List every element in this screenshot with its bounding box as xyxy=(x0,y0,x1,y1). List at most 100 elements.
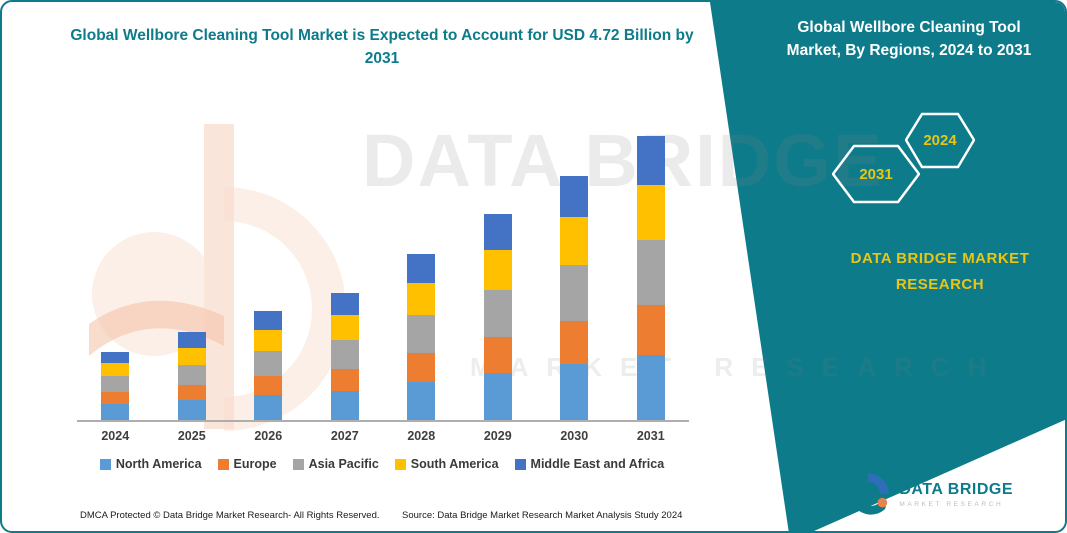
x-axis-label: 2028 xyxy=(407,429,436,443)
bar-segment-asia-pacific xyxy=(483,290,512,337)
bar-segment-south-america xyxy=(177,348,206,365)
bar-column-2025 xyxy=(154,332,231,420)
stacked-bar-2024 xyxy=(101,352,130,420)
bar-segment-europe xyxy=(560,321,589,364)
bar-segment-south-america xyxy=(330,315,359,340)
bar-segment-asia-pacific xyxy=(330,340,359,369)
footer-dmca-text: DMCA Protected © Data Bridge Market Rese… xyxy=(80,510,380,521)
brand-wordmark: DATA BRIDGE MARKET RESEARCH xyxy=(850,250,1030,293)
company-logo: DATA BRIDGE MARKET RESEARCH xyxy=(845,471,1013,517)
logo-swirl-icon xyxy=(850,473,889,515)
stacked-bar-2028 xyxy=(407,254,436,420)
stacked-bar-2027 xyxy=(330,293,359,420)
legend-swatch xyxy=(394,458,406,470)
x-axis-label: 2027 xyxy=(330,429,359,443)
hexagon-year-label: 2031 xyxy=(859,165,893,183)
legend-item: Middle East and Africa xyxy=(514,457,665,471)
bar-column-2031 xyxy=(613,136,690,420)
bar-segment-middle-east-and-africa xyxy=(330,293,359,315)
bar-segment-middle-east-and-africa xyxy=(254,311,283,330)
page-title: Global Wellbore Cleaning Tool Market is … xyxy=(70,27,694,68)
bar-segment-asia-pacific xyxy=(177,365,206,385)
bar-segment-middle-east-and-africa xyxy=(636,136,665,185)
bar-segment-south-america xyxy=(560,217,589,265)
bar-segment-asia-pacific xyxy=(254,351,283,376)
bar-column-2029 xyxy=(460,214,537,420)
logo-tagline: MARKET RESEARCH xyxy=(899,500,1004,508)
x-axis-label: 2030 xyxy=(560,429,589,443)
legend-label: Middle East and Africa xyxy=(530,457,665,471)
bar-segment-north-america xyxy=(560,364,589,420)
bar-segment-europe xyxy=(483,337,512,373)
hexagon-outline-icon xyxy=(904,112,976,169)
legend-swatch xyxy=(292,458,304,470)
bar-segment-north-america xyxy=(483,373,512,420)
bar-segment-south-america xyxy=(101,363,130,376)
stacked-bar-2031 xyxy=(636,136,665,420)
legend-swatch xyxy=(217,458,229,470)
legend-item: North America xyxy=(99,457,202,471)
legend-label: Asia Pacific xyxy=(308,457,379,471)
bar-segment-asia-pacific xyxy=(407,315,436,353)
hexagon-2024: 2024 xyxy=(904,112,976,169)
bar-segment-asia-pacific xyxy=(101,376,130,392)
legend: North America Europe Asia Pacific South Ame… xyxy=(57,457,707,471)
bar-segment-europe xyxy=(254,376,283,395)
bar-segment-europe xyxy=(177,385,206,400)
stacked-bar-2026 xyxy=(254,311,283,420)
bar-segment-europe xyxy=(636,305,665,355)
legend-label: South America xyxy=(410,457,499,471)
bar-segment-south-america xyxy=(407,283,436,315)
bar-segment-north-america xyxy=(177,400,206,420)
bar-column-2030 xyxy=(536,176,613,420)
bar-segment-middle-east-and-africa xyxy=(407,254,436,283)
hexagon-outline-icon xyxy=(831,144,921,204)
legend-swatch xyxy=(99,458,111,470)
bar-segment-south-america xyxy=(483,250,512,290)
bar-column-2024 xyxy=(77,352,154,420)
bar-column-2028 xyxy=(383,254,460,420)
bar-segment-europe xyxy=(407,353,436,382)
bar-segment-asia-pacific xyxy=(560,265,589,321)
x-axis-label: 2024 xyxy=(101,429,130,443)
bar-segment-south-america xyxy=(254,330,283,351)
x-axis-label: 2029 xyxy=(483,429,512,443)
banner-title: Global Wellbore Cleaning Tool Market, By… xyxy=(786,19,1032,60)
bar-column-2027 xyxy=(307,293,384,420)
legend-item: South America xyxy=(394,457,499,471)
legend-item: Europe xyxy=(217,457,277,471)
logo-name: DATA BRIDGE xyxy=(899,480,1013,498)
bar-segment-asia-pacific xyxy=(636,240,665,305)
bar-segment-north-america xyxy=(407,382,436,420)
legend-swatch xyxy=(514,458,526,470)
hexagon-2031: 2031 xyxy=(831,144,921,204)
bar-column-2026 xyxy=(230,311,307,420)
footer-source-text: Source: Data Bridge Market Research Mark… xyxy=(402,510,683,521)
axis-labels-row: 2024 2025 2026 2027 2028 2029 2030 2031 xyxy=(77,429,689,443)
stacked-bar-2025 xyxy=(177,332,206,420)
hexagon-year-label: 2024 xyxy=(923,132,957,149)
logo-text: DATA BRIDGE MARKET RESEARCH xyxy=(899,481,1013,508)
bar-segment-north-america xyxy=(330,391,359,420)
stacked-bar-2030 xyxy=(560,176,589,420)
legend-label: North America xyxy=(115,457,202,471)
stacked-bar-chart: 2024 2025 2026 2027 2028 2029 2030 2031 xyxy=(77,117,689,443)
bar-segment-europe xyxy=(101,392,130,404)
bar-segment-middle-east-and-africa xyxy=(177,332,206,348)
bar-segment-europe xyxy=(330,369,359,391)
x-axis-label: 2026 xyxy=(254,429,283,443)
legend-item: Asia Pacific xyxy=(292,457,379,471)
bar-segment-north-america xyxy=(636,355,665,420)
bars-row xyxy=(77,117,689,422)
x-axis-label: 2031 xyxy=(636,429,665,443)
bar-segment-south-america xyxy=(636,185,665,240)
bar-segment-middle-east-and-africa xyxy=(101,352,130,363)
x-axis-label: 2025 xyxy=(177,429,206,443)
bar-segment-north-america xyxy=(254,395,283,420)
bar-segment-north-america xyxy=(101,404,130,420)
legend-label: Europe xyxy=(233,457,277,471)
stacked-bar-2029 xyxy=(483,214,512,420)
bar-segment-middle-east-and-africa xyxy=(560,176,589,217)
bar-segment-middle-east-and-africa xyxy=(483,214,512,250)
